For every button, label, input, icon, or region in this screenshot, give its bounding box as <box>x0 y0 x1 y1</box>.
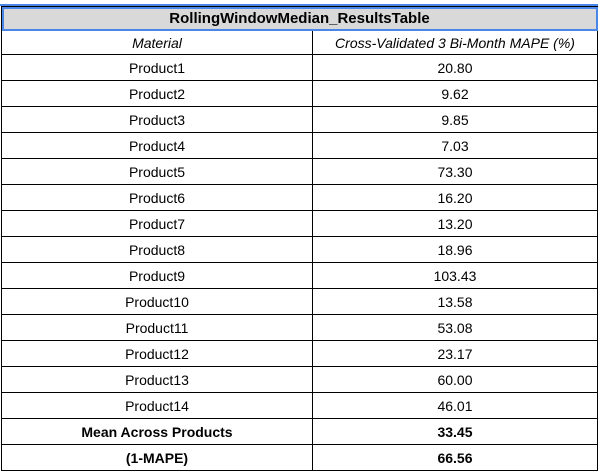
mape-value-cell[interactable]: 20.80 <box>312 54 598 81</box>
material-cell[interactable]: Product6 <box>1 184 313 211</box>
material-cell[interactable]: Product2 <box>1 80 313 107</box>
title-row: RollingWindowMedian_ResultsTable <box>1 6 598 31</box>
table-row: Product12 23.17 <box>1 340 598 367</box>
mape-value-cell[interactable]: 9.62 <box>312 80 598 107</box>
material-cell[interactable]: Product12 <box>1 340 313 367</box>
mape-value-cell[interactable]: 18.96 <box>312 236 598 263</box>
mape-value-cell[interactable]: 103.43 <box>312 262 598 289</box>
material-cell[interactable]: Product13 <box>1 366 313 393</box>
mape-value-cell[interactable]: 13.20 <box>312 210 598 237</box>
table-row: Product8 18.96 <box>1 236 598 263</box>
material-cell[interactable]: Product7 <box>1 210 313 237</box>
summary-value-cell[interactable]: 66.56 <box>312 444 598 471</box>
material-cell[interactable]: Product1 <box>1 54 313 81</box>
table-row: Product13 60.00 <box>1 366 598 393</box>
table-row: Product9 103.43 <box>1 262 598 289</box>
mape-value-cell[interactable]: 53.08 <box>312 314 598 341</box>
material-cell[interactable]: Product4 <box>1 132 313 159</box>
table-row: Product5 73.30 <box>1 158 598 185</box>
mape-value-cell[interactable]: 46.01 <box>312 392 598 419</box>
table-row: Product11 53.08 <box>1 314 598 341</box>
summary-label-cell[interactable]: (1-MAPE) <box>1 444 313 471</box>
mape-value-cell[interactable]: 16.20 <box>312 184 598 211</box>
material-cell[interactable]: Product10 <box>1 288 313 315</box>
material-cell[interactable]: Product8 <box>1 236 313 263</box>
table-title-cell[interactable]: RollingWindowMedian_ResultsTable <box>1 6 598 31</box>
summary-row: Mean Across Products 33.45 <box>1 418 598 445</box>
header-mape-cell[interactable]: Cross-Validated 3 Bi-Month MAPE (%) <box>312 30 598 55</box>
mape-value-cell[interactable]: 13.58 <box>312 288 598 315</box>
summary-label-cell[interactable]: Mean Across Products <box>1 418 313 445</box>
material-cell[interactable]: Product9 <box>1 262 313 289</box>
mape-value-cell[interactable]: 73.30 <box>312 158 598 185</box>
material-cell[interactable]: Product14 <box>1 392 313 419</box>
table-row: Product1 20.80 <box>1 54 598 81</box>
table-row: Product14 46.01 <box>1 392 598 419</box>
header-material-cell[interactable]: Material <box>1 30 313 55</box>
material-cell[interactable]: Product3 <box>1 106 313 133</box>
mape-value-cell[interactable]: 7.03 <box>312 132 598 159</box>
table-row: Product2 9.62 <box>1 80 598 107</box>
results-table: RollingWindowMedian_ResultsTable Materia… <box>1 6 598 471</box>
table-row: Product4 7.03 <box>1 132 598 159</box>
material-cell[interactable]: Product5 <box>1 158 313 185</box>
table-row: Product3 9.85 <box>1 106 598 133</box>
summary-value-cell[interactable]: 33.45 <box>312 418 598 445</box>
mape-value-cell[interactable]: 9.85 <box>312 106 598 133</box>
mape-value-cell[interactable]: 23.17 <box>312 340 598 367</box>
table-row: Product6 16.20 <box>1 184 598 211</box>
table-row: Product10 13.58 <box>1 288 598 315</box>
mape-value-cell[interactable]: 60.00 <box>312 366 598 393</box>
material-cell[interactable]: Product11 <box>1 314 313 341</box>
table-row: Product7 13.20 <box>1 210 598 237</box>
selected-cell-border <box>0 4 598 6</box>
summary-row: (1-MAPE) 66.56 <box>1 444 598 471</box>
header-row: Material Cross-Validated 3 Bi-Month MAPE… <box>1 30 598 55</box>
